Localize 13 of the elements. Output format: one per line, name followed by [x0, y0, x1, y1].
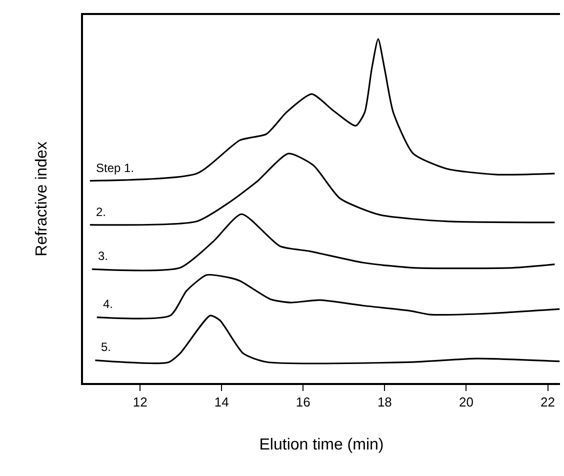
x-tick-label: 14 [214, 394, 229, 410]
x-axis-title: Elution time (min) [259, 436, 384, 454]
x-tick-label: 18 [377, 394, 392, 410]
series-label: 3. [98, 249, 108, 263]
series-label: Step 1. [96, 161, 134, 175]
y-axis-title: Refractive index [34, 142, 51, 256]
x-tick-label: 20 [458, 394, 474, 410]
series-label: 2. [96, 205, 106, 219]
x-tick-label: 16 [296, 394, 310, 410]
series-label: 4. [103, 297, 114, 311]
x-tick-label: 12 [132, 394, 148, 410]
series-label: 5. [101, 340, 112, 354]
x-tick-label: 22 [540, 394, 556, 410]
